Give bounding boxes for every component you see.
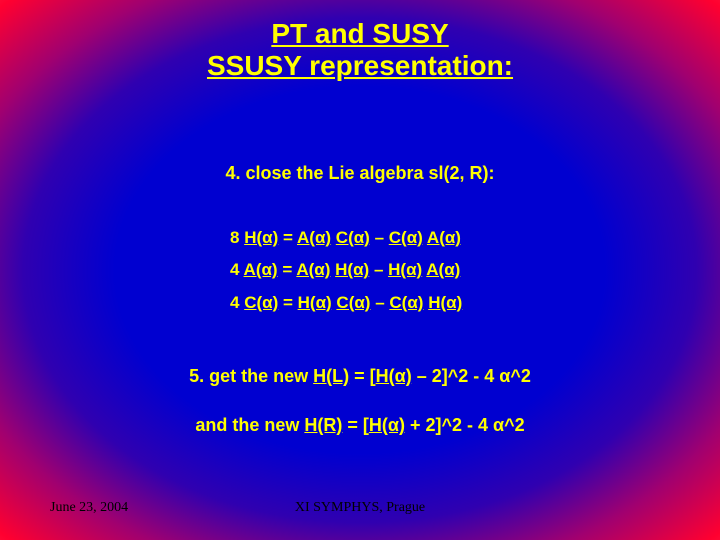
point5b-hr: H(R) [304, 415, 342, 435]
eq1-term1: A(α) [297, 228, 331, 247]
eq1-minus: – [370, 228, 389, 247]
eq1-term4: A(α) [427, 228, 461, 247]
point5b-prefix: and the new [195, 415, 304, 435]
eq3-eq: = [278, 293, 297, 312]
point5-ha: H(α) [376, 366, 412, 386]
eq2-term4: A(α) [426, 260, 460, 279]
point5b-eq-open: = [ [342, 415, 369, 435]
eq1-coef: 8 [230, 228, 244, 247]
title-line-1: PT and SUSY [271, 18, 448, 49]
point-4: 4. close the Lie algebra sl(2, R): [0, 163, 720, 184]
title-line-2: SSUSY representation: [207, 50, 513, 81]
eq1-term3: C(α) [389, 228, 423, 247]
point5-rest: – 2]^2 - 4 α^2 [412, 366, 531, 386]
point5b-rest: + 2]^2 - 4 α^2 [405, 415, 525, 435]
eq3-lhs: C(α) [244, 293, 278, 312]
eq1-eq: = [278, 228, 297, 247]
eq2-lhs: A(α) [244, 260, 278, 279]
equation-1: 8 H(α) = A(α) C(α) – C(α) A(α) [230, 222, 462, 254]
eq3-coef: 4 [230, 293, 244, 312]
point-5: 5. get the new H(L) = [H(α) – 2]^2 - 4 α… [0, 366, 720, 387]
eq2-term2: H(α) [335, 260, 369, 279]
point5-hl: H(L) [313, 366, 349, 386]
eq2-eq: = [278, 260, 297, 279]
eq2-term1: A(α) [296, 260, 330, 279]
eq3-minus: – [370, 293, 389, 312]
eq1-term2: C(α) [336, 228, 370, 247]
point5-eq-open: = [ [349, 366, 376, 386]
eq2-minus: – [369, 260, 388, 279]
slide: PT and SUSY SSUSY representation: 4. clo… [0, 0, 720, 540]
equation-3: 4 C(α) = H(α) C(α) – C(α) H(α) [230, 287, 462, 319]
equation-2: 4 A(α) = A(α) H(α) – H(α) A(α) [230, 254, 462, 286]
eq2-coef: 4 [230, 260, 244, 279]
eq3-term3: C(α) [389, 293, 423, 312]
footer-venue: XI SYMPHYS, Prague [0, 500, 720, 516]
eq1-lhs: H(α) [244, 228, 278, 247]
eq2-term3: H(α) [388, 260, 422, 279]
point-5-cont: and the new H(R) = [H(α) + 2]^2 - 4 α^2 [0, 415, 720, 436]
eq3-term1: H(α) [298, 293, 332, 312]
slide-title: PT and SUSY SSUSY representation: [0, 18, 720, 82]
point5-prefix: 5. get the new [189, 366, 313, 386]
eq3-term4: H(α) [428, 293, 462, 312]
point5b-ha: H(α) [369, 415, 405, 435]
equation-block: 8 H(α) = A(α) C(α) – C(α) A(α) 4 A(α) = … [230, 222, 462, 319]
eq3-term2: C(α) [336, 293, 370, 312]
